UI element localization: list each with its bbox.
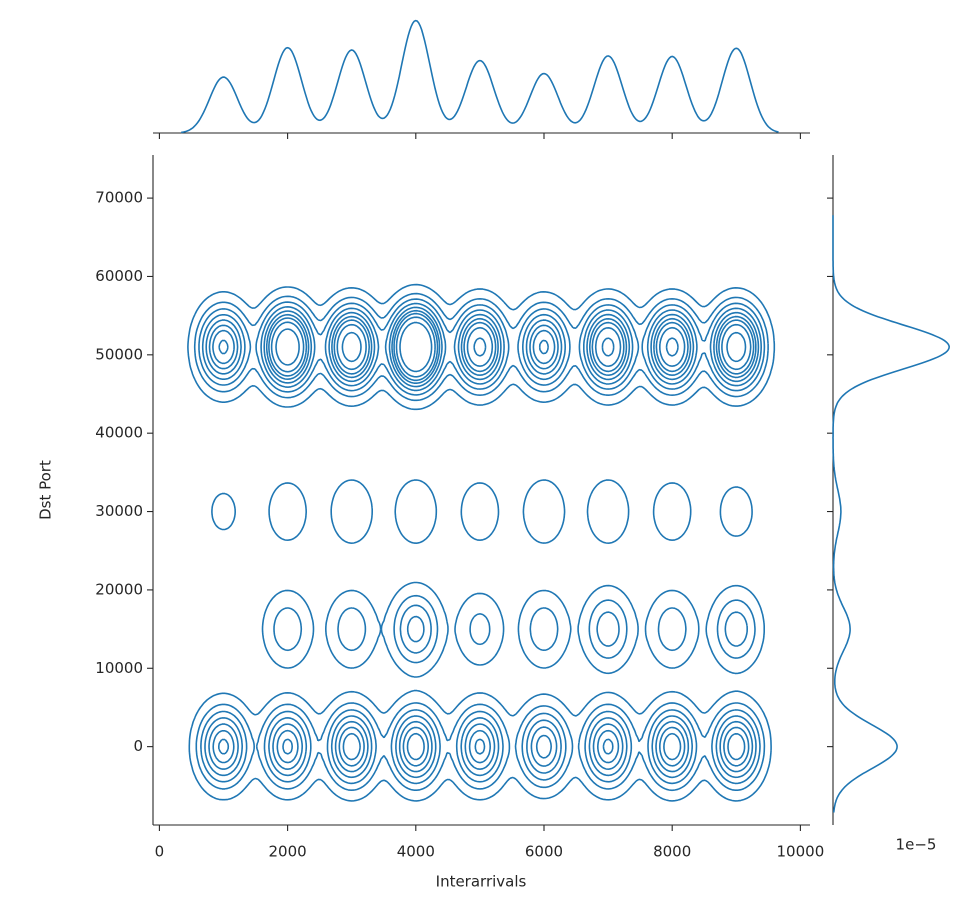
y-tick-label: 0 (133, 737, 143, 755)
kde-contour (208, 309, 757, 767)
x-tick-label: 0 (155, 843, 165, 861)
y-tick-label: 60000 (95, 267, 143, 285)
kde-contour (193, 292, 769, 792)
x-tick-label: 2000 (269, 843, 307, 861)
x-tick-label: 8000 (653, 843, 691, 861)
y-tick-label: 40000 (95, 424, 143, 442)
kde-contour (218, 316, 752, 378)
y-marginal-kde (832, 215, 951, 813)
kde-contour (205, 306, 760, 773)
y-tick-label: 30000 (95, 502, 143, 520)
kde-contour (201, 302, 762, 779)
y-axis-label: Dst Port (37, 460, 55, 520)
x-tick-label: 4000 (397, 843, 435, 861)
kde-contour (212, 312, 755, 761)
offset-text: 1e−5 (896, 836, 937, 854)
x-marginal-kde (181, 19, 779, 134)
y-tick-label: 20000 (95, 580, 143, 598)
x-tick-label: 10000 (777, 843, 825, 861)
y-tick-label: 70000 (95, 189, 143, 207)
y-tick-label: 10000 (95, 659, 143, 677)
kde-contour (198, 298, 766, 785)
y-tick-label: 50000 (95, 345, 143, 363)
x-axis-label: Interarrivals (436, 873, 527, 891)
kde-contour (187, 283, 776, 802)
kde-contour (275, 321, 747, 373)
x-tick-label: 6000 (525, 843, 563, 861)
